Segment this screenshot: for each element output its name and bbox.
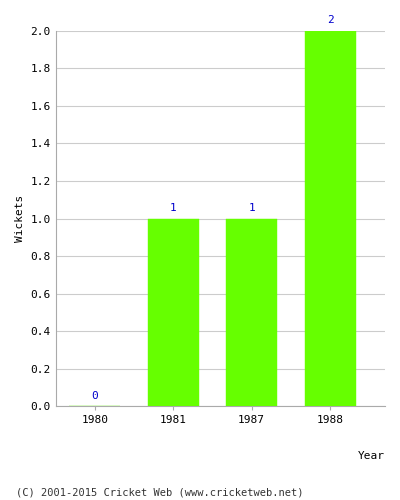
Bar: [305, 31, 356, 406]
Text: 1: 1: [170, 203, 177, 213]
Text: 2: 2: [327, 15, 334, 25]
Text: (C) 2001-2015 Cricket Web (www.cricketweb.net): (C) 2001-2015 Cricket Web (www.cricketwe…: [16, 488, 304, 498]
Text: 1: 1: [248, 203, 255, 213]
Text: 0: 0: [92, 390, 98, 400]
Y-axis label: Wickets: Wickets: [15, 195, 25, 242]
Bar: [226, 218, 277, 406]
Text: Year: Year: [358, 452, 385, 462]
Bar: [148, 218, 199, 406]
